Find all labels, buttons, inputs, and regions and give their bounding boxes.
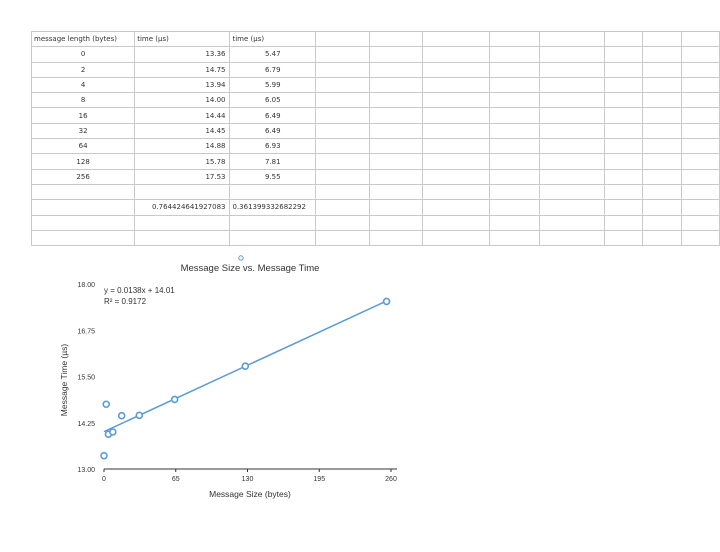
data-point [109,428,117,436]
table-row: 4 13.94 5.99 [30,76,720,94]
spreadsheet-table: message length (bytes) time (µs) time (µs)… [30,30,720,247]
y-tick-label: 14.25 [77,421,95,428]
y-tick-label: 15.50 [77,375,95,382]
table-cell[interactable] [134,229,231,247]
x-tick-label: 65 [172,476,180,483]
chart-title: Message Size vs. Message Time [181,263,320,274]
y-tick-label: 13.00 [77,467,95,474]
x-tick-label: 130 [242,476,254,483]
stray-marker [238,255,244,261]
table-row: 256 17.53 9.55 [30,168,720,185]
data-point [382,297,391,306]
table-cell[interactable] [680,229,720,247]
table-cell[interactable] [229,229,317,247]
y-tick-label: 16.75 [77,328,95,335]
data-point [100,451,108,460]
data-point [135,411,144,420]
x-tick-label: 260 [385,476,397,483]
x-axis-label: Message Size (bytes) [209,489,291,499]
table-row: 2 14.75 6.79 [30,61,720,78]
y-axis-label: Message Time (µs) [59,344,69,417]
trendline-r2: R² = 0.9172 [104,297,147,306]
table-row [30,229,720,247]
table-cell[interactable] [422,229,491,247]
data-point [170,395,179,404]
data-point [117,411,126,420]
x-tick-label: 0 [102,476,106,483]
data-point [102,400,111,409]
x-tick-label: 195 [313,476,325,483]
y-tick-label: 18.00 [77,282,95,289]
data-point [241,362,250,370]
trendline-equation: y = 0.0138x + 14.01 [104,286,175,295]
